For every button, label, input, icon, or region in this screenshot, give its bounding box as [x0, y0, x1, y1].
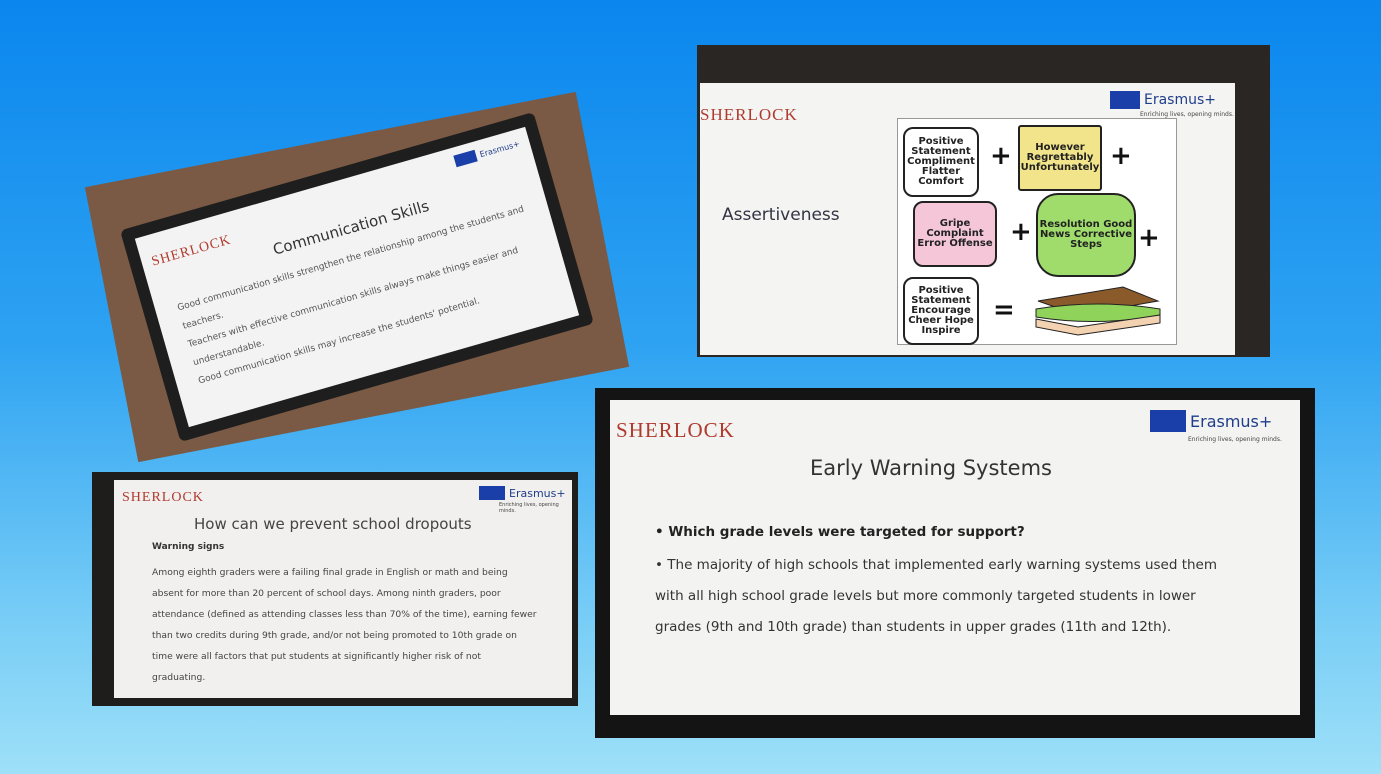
bullet: • The majority of high schools that impl… — [655, 550, 1245, 643]
badge: Erasmus+ — [453, 137, 521, 167]
bullet: • Which grade levels were targeted for s… — [655, 524, 1025, 540]
slide: SHERLOCK Erasmus+ Communication Skills G… — [135, 127, 579, 427]
diagram-box: Resolution Good News Corrective Steps — [1036, 193, 1136, 277]
logo: SHERLOCK — [122, 490, 204, 506]
slide-title: Early Warning Systems — [810, 456, 1052, 480]
diagram-box: However Regrettably Unfortunately — [1018, 125, 1102, 191]
photo-early-warning: SHERLOCK Erasmus+ Enriching lives, openi… — [595, 388, 1315, 738]
operator: + — [990, 141, 1012, 171]
slide: SHERLOCK Erasmus+ Enriching lives, openi… — [114, 480, 572, 698]
logo: SHERLOCK — [616, 418, 735, 443]
logo: SHERLOCK — [150, 233, 233, 271]
bullet-text: Which grade levels were targeted for sup… — [668, 524, 1024, 540]
slide-title: How can we prevent school dropouts — [194, 515, 472, 533]
slide: SHERLOCK Erasmus+ Enriching lives, openi… — [610, 400, 1300, 715]
slide-subtitle: Warning signs — [152, 542, 224, 552]
badge-text: Erasmus+ — [1190, 412, 1272, 431]
diagram-box: Gripe Complaint Error Offense — [913, 201, 997, 267]
tagline: Enriching lives, opening minds. — [499, 502, 572, 514]
bullet-text: The majority of high schools that implem… — [655, 557, 1217, 635]
diagram-box: Positive Statement Compliment Flatter Co… — [903, 127, 979, 197]
photo-dropouts: SHERLOCK Erasmus+ Enriching lives, openi… — [92, 472, 578, 706]
badge: Erasmus+ — [479, 486, 566, 500]
photo-assertiveness: SHERLOCK Erasmus+ Enriching lives, openi… — [697, 45, 1270, 357]
badge: Erasmus+ — [1110, 91, 1216, 109]
collage: SHERLOCK Erasmus+ Communication Skills G… — [0, 0, 1381, 774]
badge-text: Erasmus+ — [479, 139, 521, 159]
photo-communication: SHERLOCK Erasmus+ Communication Skills G… — [85, 92, 629, 462]
paragraph: Among eighth graders were a failing fina… — [152, 562, 537, 688]
operator: + — [1010, 217, 1032, 247]
badge-text: Erasmus+ — [509, 487, 566, 500]
sandwich-icon — [1028, 279, 1168, 339]
operator: = — [993, 295, 1015, 325]
logo: SHERLOCK — [700, 105, 798, 125]
monitor: SHERLOCK Erasmus+ Communication Skills G… — [120, 112, 594, 442]
badge-text: Erasmus+ — [1144, 92, 1216, 108]
tagline: Enriching lives, opening minds. — [1188, 436, 1282, 443]
slide-title: Assertiveness — [722, 205, 840, 225]
badge: Erasmus+ — [1150, 410, 1272, 432]
operator: + — [1138, 223, 1160, 253]
slide: SHERLOCK Erasmus+ Enriching lives, openi… — [700, 83, 1235, 355]
tagline: Enriching lives, opening minds. — [1140, 111, 1234, 118]
operator: + — [1110, 141, 1132, 171]
diagram-box: Positive Statement Encourage Cheer Hope … — [903, 277, 979, 345]
diagram: Positive Statement Compliment Flatter Co… — [897, 118, 1177, 345]
